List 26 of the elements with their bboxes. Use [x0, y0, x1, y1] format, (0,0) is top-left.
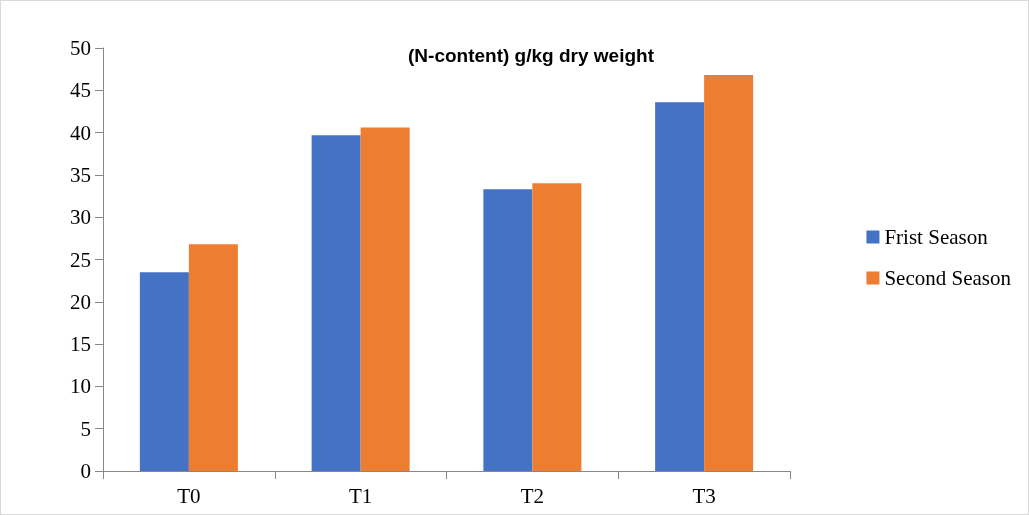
bar: [655, 102, 705, 471]
bar: [360, 127, 410, 471]
y-tick-label: 50: [70, 36, 91, 60]
y-tick-label: 15: [70, 332, 91, 357]
y-tick-label: 5: [80, 416, 91, 441]
chart-title: (N-content) g/kg dry weight: [408, 45, 655, 66]
bar: [311, 135, 361, 471]
x-tick-label: T0: [177, 483, 201, 508]
bar: [483, 189, 533, 471]
bar: [704, 75, 754, 471]
x-tick-label: T3: [692, 483, 716, 508]
y-tick-label: 25: [70, 247, 91, 272]
y-tick-label: 40: [70, 120, 91, 145]
legend-label: Frist Season: [884, 225, 989, 249]
y-tick-label: 35: [70, 162, 91, 187]
bar: [532, 183, 582, 471]
bar: [139, 272, 189, 471]
y-tick-label: 0: [80, 459, 91, 483]
y-tick-label: 20: [70, 289, 91, 314]
y-tick-label: 30: [70, 205, 91, 230]
bar: [188, 244, 238, 471]
x-tick-label: T2: [520, 483, 545, 508]
x-tick-label: T1: [348, 483, 373, 508]
legend-label: Second Season: [884, 266, 1012, 290]
y-tick-label: 10: [70, 374, 91, 399]
y-tick-label: 45: [70, 78, 91, 103]
